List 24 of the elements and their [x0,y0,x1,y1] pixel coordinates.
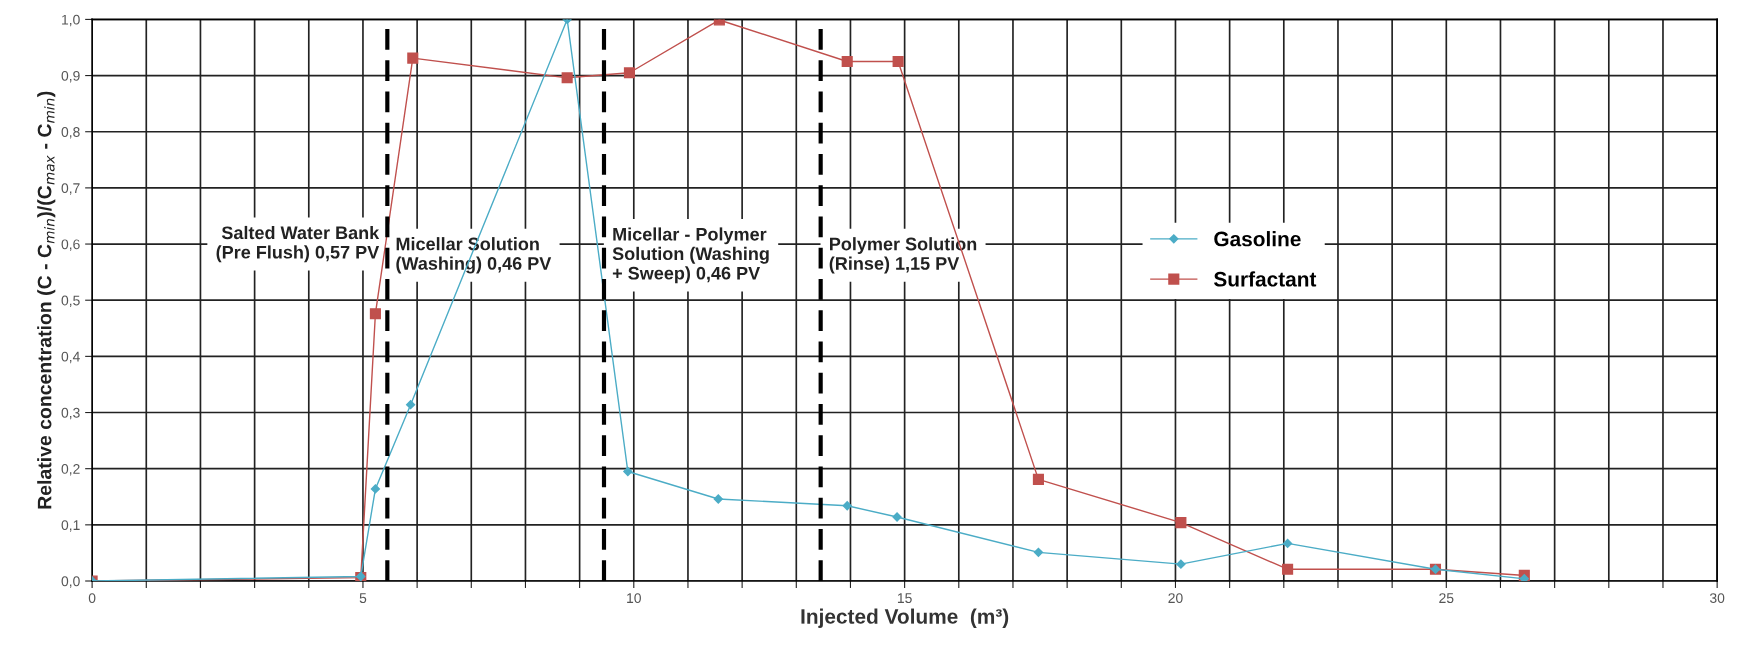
y-axis-title: Relative concentration (C - C$_{min}$)/(C$_{max}$ - C$_{min}$) [37,91,56,509]
x-tick-label: 10 [627,593,641,604]
y-tick-label: 0,4 [61,351,80,364]
y-tick-label: 0,7 [61,183,80,195]
y-tick-label: 0,3 [61,407,80,420]
x-tick-label: 5 [359,593,367,604]
x-tick-label: 25 [1439,593,1454,604]
ref-line-label: Micellar - Polymer Solution (Washing + Sweep) 0,46 PV [612,227,769,284]
x-tick-label: 30 [1709,593,1725,604]
y-tick-label: 0,5 [61,295,80,308]
y-tick-label: 0,6 [61,239,80,251]
y-tick-label: 0,0 [61,576,80,588]
y-tick-label: 0,9 [61,70,80,83]
x-axis-title: Injected Volume (m³) [801,608,1009,628]
y-tick-label: 0,8 [61,127,80,139]
y-tick-label: 1,0 [62,14,80,27]
x-tick-label: 15 [897,593,912,604]
annotation: Salted Water Bank (Pre Flush) 0,57 PV [216,225,380,263]
x-tick-label: 20 [1168,593,1183,604]
x-tick-label: 0 [88,593,96,604]
y-tick-label: 0,1 [61,520,80,532]
legend-label: Gasoline [1214,231,1301,247]
y-tick-label: 0,2 [61,464,80,476]
legend-label: Surfactant [1213,271,1317,287]
